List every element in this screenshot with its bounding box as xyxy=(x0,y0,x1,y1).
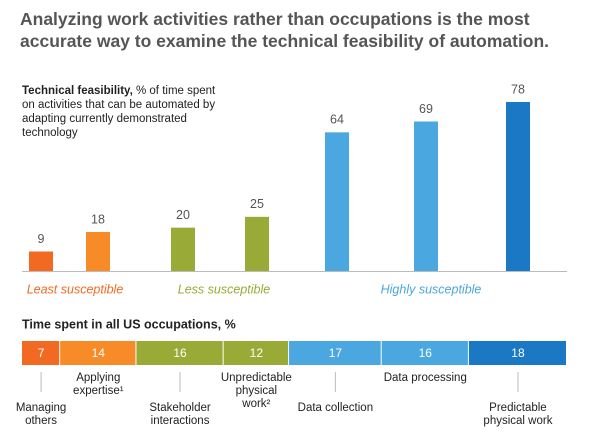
activity-label: Managing xyxy=(16,402,67,414)
activity-label: Predictable xyxy=(489,402,547,414)
activity-label: expertise¹ xyxy=(73,385,124,397)
value-label: 20 xyxy=(176,208,190,222)
bar xyxy=(414,121,438,271)
bar xyxy=(245,216,269,271)
value-label: 18 xyxy=(91,212,105,226)
activity-label: physical work xyxy=(483,415,552,427)
segment-label: 16 xyxy=(173,346,187,360)
subtitle-bold: Technical feasibility, xyxy=(22,85,133,97)
chart-title: Analyzing work activities rather than oc… xyxy=(20,9,550,51)
activity-label: physical xyxy=(236,385,278,397)
activity-label: others xyxy=(25,415,57,427)
activity-label: Data processing xyxy=(384,372,467,384)
subtitle-text: % of time spent on activities that can b… xyxy=(22,85,216,139)
segment-label: 17 xyxy=(329,346,343,360)
stack-title: Time spent in all US occupations, % xyxy=(22,317,236,331)
segment xyxy=(468,341,566,365)
activity-label: work² xyxy=(241,398,270,410)
activity-label: Applying xyxy=(76,372,120,384)
segment xyxy=(22,341,60,365)
segment-label: 14 xyxy=(92,346,106,360)
group-label: Least susceptible xyxy=(27,282,124,296)
segment xyxy=(136,341,223,365)
activity-label: Data collection xyxy=(298,402,373,414)
activity-label: Stakeholder xyxy=(149,402,211,414)
bar xyxy=(325,132,349,271)
segment-label: 12 xyxy=(250,346,264,360)
value-label: 9 xyxy=(38,232,45,246)
value-label: 64 xyxy=(330,113,344,127)
activity-label: interactions xyxy=(151,415,210,427)
segment-label: 16 xyxy=(419,346,433,360)
segment xyxy=(381,341,468,365)
bar xyxy=(506,102,530,271)
value-label: 69 xyxy=(419,102,433,116)
segment xyxy=(289,341,381,365)
bar xyxy=(171,227,195,271)
segment-label: 7 xyxy=(38,346,45,360)
value-label: 25 xyxy=(250,197,264,211)
chart-subtitle: Technical feasibility, % of time spent o… xyxy=(22,84,227,140)
group-label: Highly susceptible xyxy=(381,282,482,296)
segment xyxy=(60,341,136,365)
value-label: 78 xyxy=(511,82,525,96)
segment-label: 18 xyxy=(511,346,525,360)
group-label: Less susceptible xyxy=(178,282,270,296)
bar xyxy=(86,232,110,271)
activity-label: Unpredictable xyxy=(221,372,292,384)
bar xyxy=(29,251,53,271)
segment xyxy=(223,341,289,365)
